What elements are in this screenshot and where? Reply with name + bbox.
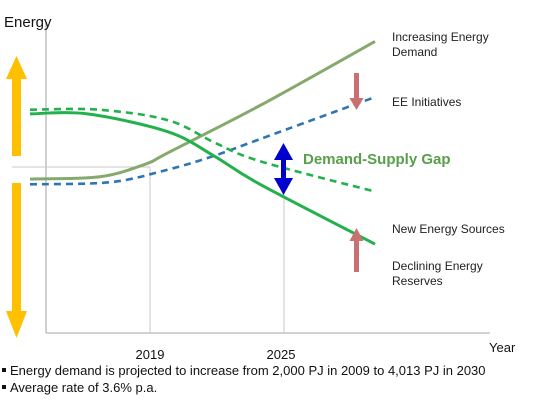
footnote-2-text: Average rate of 3.6% p.a.: [10, 380, 158, 395]
series-line-increasing-energy-demand: [29, 40, 376, 181]
x-axis-label: Year: [489, 340, 516, 355]
footnote-1: Energy demand is projected to increase f…: [2, 362, 552, 379]
legend-reserves-label-line2: Reserves: [392, 274, 443, 288]
legend-new-sources-label: New Energy Sources: [392, 222, 505, 236]
legend-demand-label-line2: Demand: [392, 45, 437, 59]
x-tick-label-2019: 2019: [136, 347, 165, 362]
up-arrow-yellow: [6, 56, 27, 156]
bullet-icon: [2, 367, 6, 372]
down-arrow-yellow: [6, 183, 27, 338]
series-line-declining-energy-reserves: [29, 111, 376, 246]
new-energy-sources-arrow: [349, 228, 364, 272]
bullet-icon: [2, 384, 6, 389]
demand-supply-gap-label: Demand-Supply Gap: [303, 151, 451, 168]
series-line-new-energy-sources: [29, 107, 376, 193]
legend-ee-label: EE Initiatives: [392, 95, 461, 109]
footnote-2: Average rate of 3.6% p.a.: [2, 379, 552, 396]
footnote-1-text: Energy demand is projected to increase f…: [10, 363, 486, 378]
x-tick-label-2025: 2025: [267, 347, 296, 362]
footnotes: Energy demand is projected to increase f…: [2, 362, 552, 396]
y-axis-label: Energy: [4, 14, 52, 31]
series-line-ee-initiatives: [29, 95, 376, 186]
legend-reserves-label-line1: Declining Energy: [392, 259, 483, 273]
legend-demand-label-line1: Increasing Energy: [392, 30, 489, 44]
ee-initiatives-arrow: [349, 73, 364, 110]
demand-supply-gap-arrow: [274, 143, 293, 195]
